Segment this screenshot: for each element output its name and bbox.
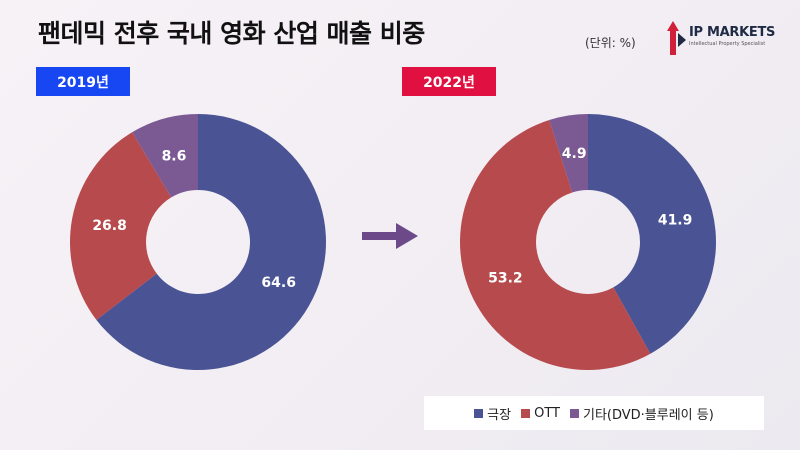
legend-swatch bbox=[474, 408, 484, 418]
slice-theater bbox=[96, 114, 326, 370]
slice-value-label: 8.6 bbox=[162, 148, 187, 164]
chart-legend: 극장 OTT 기타(DVD·블루레이 등) bbox=[424, 396, 764, 430]
slice-theater bbox=[588, 114, 716, 354]
slice-other bbox=[549, 114, 588, 193]
slice-other bbox=[132, 114, 198, 198]
donut-chart-2019: 64.6 26.8 8.6 bbox=[70, 114, 326, 370]
page-title: 팬데믹 전후 국내 영화 산업 매출 비중 bbox=[38, 19, 425, 48]
slice-value-label: 53.2 bbox=[488, 271, 523, 287]
legend-swatch bbox=[569, 408, 579, 418]
donut-chart-2022: 41.9 53.2 4.9 bbox=[459, 114, 716, 371]
logo-name: IP MARKETS bbox=[689, 25, 776, 40]
ip-markets-logo: IP MARKETS Intellectual Property Special… bbox=[667, 21, 777, 55]
logo-mark-icon bbox=[667, 21, 686, 55]
legend-label: OTT bbox=[534, 405, 560, 421]
legend-swatch bbox=[521, 408, 531, 418]
legend-item-theater: 극장 bbox=[474, 404, 511, 423]
logo-tagline: Intellectual Property Specialist bbox=[689, 41, 766, 47]
right-arrow-icon bbox=[362, 223, 418, 249]
slice-ott bbox=[70, 132, 172, 320]
slice-value-label: 41.9 bbox=[658, 212, 693, 228]
legend-label: 극장 bbox=[487, 407, 512, 423]
year-badge-2022: 2022년 bbox=[402, 67, 496, 96]
slice-value-label: 4.9 bbox=[562, 146, 587, 162]
year-badge-2019: 2019년 bbox=[36, 67, 130, 96]
slice-ott bbox=[459, 120, 651, 371]
slice-value-label: 64.6 bbox=[261, 275, 296, 291]
legend-label: 기타(DVD·블루레이 등) bbox=[582, 407, 714, 423]
legend-item-other: 기타(DVD·블루레이 등) bbox=[569, 404, 714, 423]
slice-value-label: 26.8 bbox=[92, 218, 127, 234]
unit-label: (단위: %) bbox=[585, 36, 636, 50]
legend-item-ott: OTT bbox=[521, 406, 560, 421]
